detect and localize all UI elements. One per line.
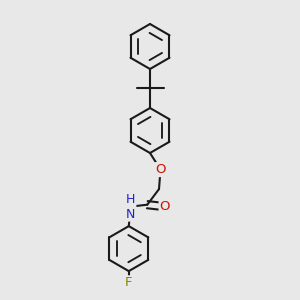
Text: F: F: [125, 276, 133, 289]
Text: H
N: H N: [126, 193, 135, 220]
Text: O: O: [155, 163, 166, 176]
Text: O: O: [160, 200, 170, 213]
